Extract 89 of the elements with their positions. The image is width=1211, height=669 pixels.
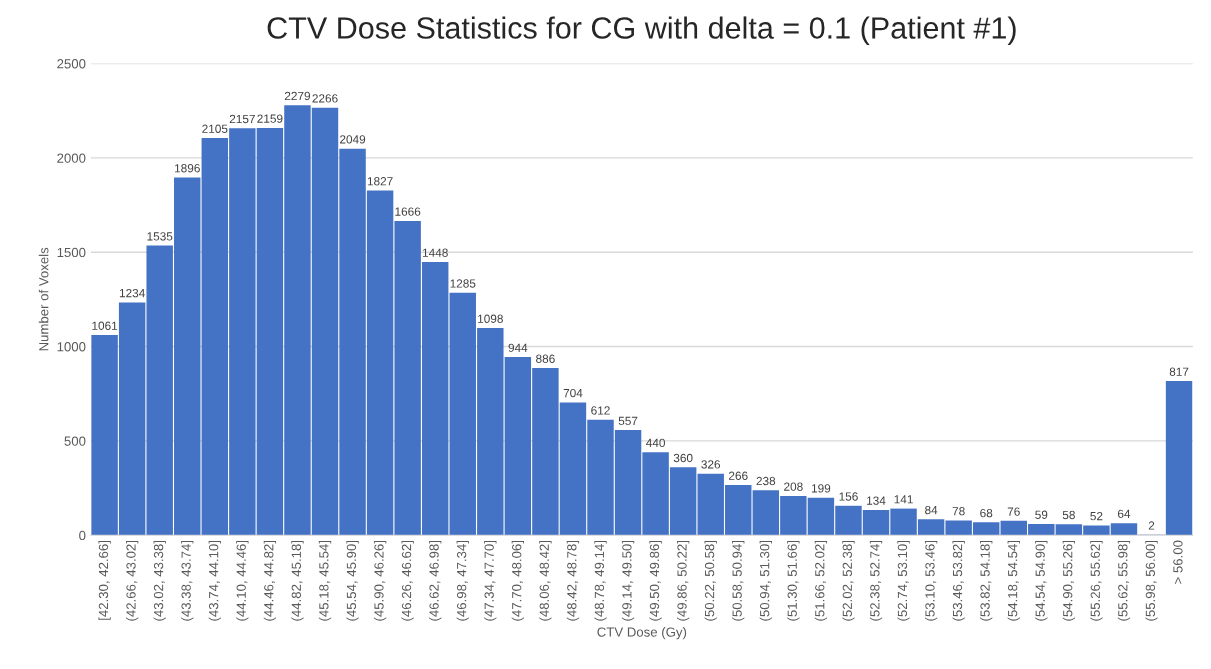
data-label: 1098 [478,314,503,323]
x-tick-label: (49.14, 49.50] [621,540,635,621]
x-tick-label: (44.82, 45.18] [291,540,304,621]
data-label: 2 [1148,521,1155,530]
data-label: 704 [563,388,583,398]
x-tick-label: (47.34, 47.70] [484,540,497,621]
x-tick-label: (52.74, 53.10] [897,540,910,621]
x-tick-label: (49.86, 50.22] [677,540,690,621]
data-label: 58 [1062,510,1075,520]
x-tick-label: (43.74, 44.10] [208,540,221,621]
x-tick-label: [42.30, 42.66] [98,540,111,620]
data-label: 944 [508,343,528,352]
data-label: 134 [867,496,886,505]
data-label: 2157 [229,114,255,124]
data-label: 1827 [367,177,393,186]
x-tick-label: (48.42, 48.78] [566,540,580,621]
data-label: 2049 [340,135,366,144]
x-tick-label: (50.58, 50.94] [732,540,745,621]
x-tick-label: (53.10, 53.46] [924,540,938,621]
data-label: 76 [1007,507,1020,516]
y-tick-label: 500 [64,436,86,446]
data-label: 1535 [147,232,173,241]
x-tick-label: (52.02, 52.38] [842,540,855,621]
data-label: 59 [1035,510,1048,519]
data-label: 238 [756,476,776,486]
x-tick-label: (48.06, 48.42] [539,540,552,621]
data-label: 1448 [422,248,448,257]
x-tick-label: (51.66, 52.02] [814,540,828,621]
x-tick-label: (52.38, 52.74] [869,540,883,621]
data-label: 1285 [450,279,476,288]
x-tick-label: (46.26, 46.62] [401,540,414,621]
x-axis-title: CTV Dose (Gy) [597,627,687,640]
x-tick-label: (53.46, 53.82] [952,540,965,621]
data-label: 141 [894,495,913,504]
x-tick-label: (54.18, 54.54] [1007,540,1020,621]
x-tick-label: (46.62, 46.98] [429,540,442,621]
y-tick-label: 1000 [57,342,86,352]
x-tick-label: (53.82, 54.18] [980,540,993,621]
x-tick-label: (50.22, 50.58] [704,540,717,621]
data-label: 2279 [284,91,311,101]
data-label: 2159 [257,114,283,123]
y-tick-label: 2000 [57,153,86,163]
data-label: 1061 [92,321,118,330]
data-label: 886 [536,354,555,363]
x-tick-label: (43.38, 43.74] [181,540,194,621]
data-label: 817 [1169,367,1189,376]
data-label: 52 [1090,511,1103,521]
data-label: 208 [784,482,803,491]
x-tick-label: (45.90, 46.26] [373,540,387,621]
data-label: 440 [646,438,665,448]
x-tick-label: (55.62, 55.98] [1117,540,1131,621]
data-label: 326 [701,460,721,469]
data-label: 84 [925,505,938,515]
x-tick-label: (48.78, 49.14] [594,540,607,621]
data-label: 360 [673,453,693,463]
data-label: 64 [1117,509,1131,519]
x-tick-label: (55.98, 56.00] [1145,540,1158,621]
data-label: 266 [729,471,748,480]
x-tick-label: (42.66, 43.02] [126,540,139,621]
x-tick-label: (55.26, 55.62] [1090,540,1103,621]
x-tick-label: (44.46, 44.82] [263,540,277,621]
x-tick-label: (47.70, 48.06] [511,540,524,621]
y-tick-label: 1500 [57,247,86,258]
data-label: 1234 [119,288,145,298]
y-tick-label: 2500 [57,59,86,69]
x-tick-label: (54.54, 54.90] [1035,540,1048,621]
y-axis-title: Number of Voxels [38,247,49,351]
x-tick-label: (54.90, 55.26] [1062,540,1076,621]
data-label: 78 [952,507,965,516]
data-label: 2266 [312,94,338,103]
x-tick-label: (51.30, 51.66] [787,540,800,621]
x-tick-label: (50.94, 51.30] [759,540,772,621]
data-label: 557 [618,416,638,426]
data-label: 1666 [395,207,421,216]
x-tick-label: > 56.00 [1173,540,1183,584]
x-tick-label: (45.54, 45.90] [346,540,359,621]
y-tick-label: 0 [79,530,86,541]
x-tick-label: (46.98, 47.34] [456,540,469,621]
data-label: 156 [839,492,858,501]
x-tick-label: (49.50, 49.86] [649,540,662,621]
chart-title: CTV Dose Statistics for CG with delta = 0.1 (Patient #1) [267,16,1016,45]
x-tick-label: (44.10, 44.46] [236,540,249,621]
data-label: 68 [980,508,993,518]
data-label: 2105 [202,124,228,133]
data-label: 199 [811,484,831,493]
data-label: 1896 [175,164,200,173]
x-tick-label: (43.02, 43.38] [153,540,166,621]
data-label: 612 [591,406,610,415]
x-tick-label: (45.18, 45.54] [318,540,332,621]
